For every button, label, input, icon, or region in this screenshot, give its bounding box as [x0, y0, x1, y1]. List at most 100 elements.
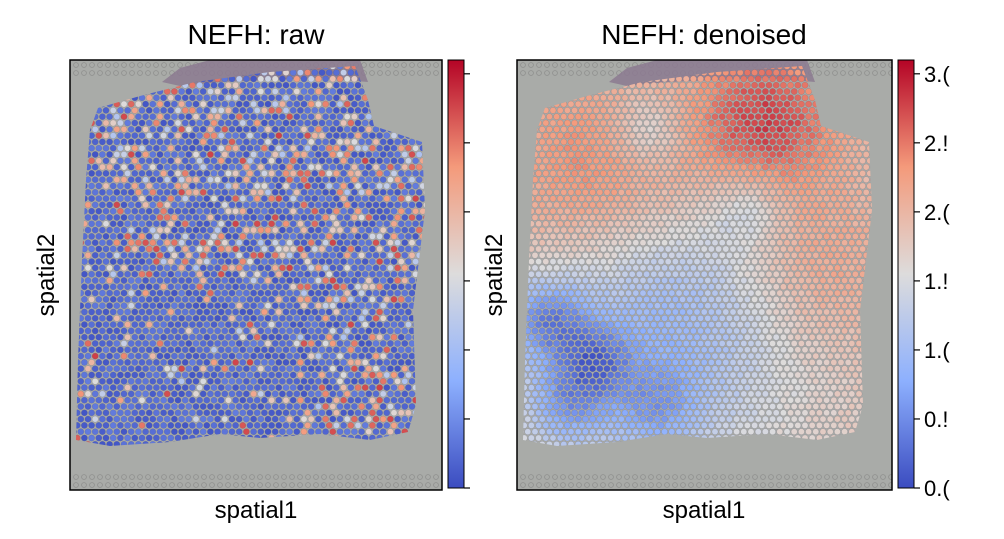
spot: [192, 340, 200, 347]
spot: [372, 377, 380, 385]
spot: [333, 195, 340, 202]
spot: [235, 289, 243, 297]
spot: [243, 176, 250, 184]
spot: [264, 390, 272, 398]
spot: [369, 220, 376, 228]
spot: [408, 377, 416, 385]
spot: [106, 314, 113, 322]
spot: [325, 119, 333, 127]
spot: [336, 113, 344, 121]
spot: [372, 415, 380, 423]
spot: [217, 207, 225, 215]
spot: [127, 251, 135, 259]
spot: [181, 371, 189, 379]
spot: [354, 220, 362, 228]
spot: [790, 163, 798, 171]
spot: [297, 81, 304, 89]
spot: [307, 428, 315, 436]
fiducial-dot: [249, 474, 255, 480]
spot: [239, 283, 247, 291]
spot: [394, 239, 401, 247]
spot: [625, 100, 632, 108]
spot: [207, 314, 214, 322]
fiducial-dot: [201, 474, 207, 480]
spot: [120, 302, 128, 310]
spot: [282, 321, 290, 328]
spot: [358, 289, 365, 297]
spot: [405, 207, 412, 215]
spot: [841, 188, 848, 196]
spot: [304, 270, 311, 278]
fiducial-dot: [584, 474, 590, 480]
spot: [628, 170, 636, 177]
spot: [379, 352, 387, 360]
spot: [210, 207, 218, 215]
spot: [153, 384, 160, 391]
spot: [668, 100, 676, 108]
spot: [268, 283, 275, 291]
spot: [664, 157, 672, 165]
spot: [282, 333, 290, 341]
spot: [300, 251, 308, 259]
spot: [196, 157, 203, 165]
spot: [632, 151, 640, 158]
spot: [372, 277, 380, 284]
spot: [297, 119, 304, 127]
spot: [185, 100, 193, 108]
spot: [167, 384, 175, 391]
spot: [203, 384, 211, 391]
spot: [88, 346, 95, 354]
spot: [542, 119, 550, 127]
spot: [592, 170, 600, 177]
spot: [715, 157, 722, 165]
spot: [704, 75, 712, 83]
spot: [88, 233, 95, 240]
spot: [106, 188, 113, 196]
spot: [99, 302, 106, 310]
spot: [549, 144, 557, 152]
spot: [311, 270, 319, 278]
fiducial-dot: [760, 482, 766, 488]
spot: [196, 81, 203, 89]
fiducial-dot: [808, 474, 814, 480]
spot: [113, 176, 121, 184]
spot: [142, 201, 149, 209]
spot: [163, 403, 171, 410]
spot: [672, 195, 679, 202]
spot: [307, 415, 315, 423]
fiducial-dot: [600, 70, 606, 76]
spot: [383, 308, 391, 316]
spot: [578, 207, 586, 215]
fiducial-dot: [568, 474, 574, 480]
spot: [376, 270, 383, 278]
spot: [307, 151, 315, 158]
spot: [354, 144, 362, 152]
spot: [91, 264, 99, 272]
spot: [693, 94, 701, 102]
spot: [275, 321, 283, 328]
spot: [643, 119, 650, 127]
spot: [253, 195, 261, 202]
spot: [780, 182, 787, 190]
spot: [790, 188, 798, 196]
spot: [610, 151, 618, 158]
fiducial-dot: [568, 482, 574, 488]
spot: [542, 170, 550, 177]
spot: [618, 214, 625, 221]
spot: [181, 384, 189, 391]
spot: [325, 107, 333, 114]
spot: [693, 195, 701, 202]
spot: [307, 176, 315, 184]
spot: [397, 245, 405, 253]
spot: [661, 100, 668, 108]
spot: [300, 100, 308, 108]
spot: [657, 119, 665, 127]
spot: [603, 176, 611, 184]
spot: [765, 195, 773, 202]
spot: [794, 157, 802, 165]
fiducial-dot: [193, 474, 199, 480]
spot: [235, 314, 243, 322]
spot: [325, 258, 333, 265]
spot: [131, 182, 139, 190]
spot: [167, 157, 175, 165]
